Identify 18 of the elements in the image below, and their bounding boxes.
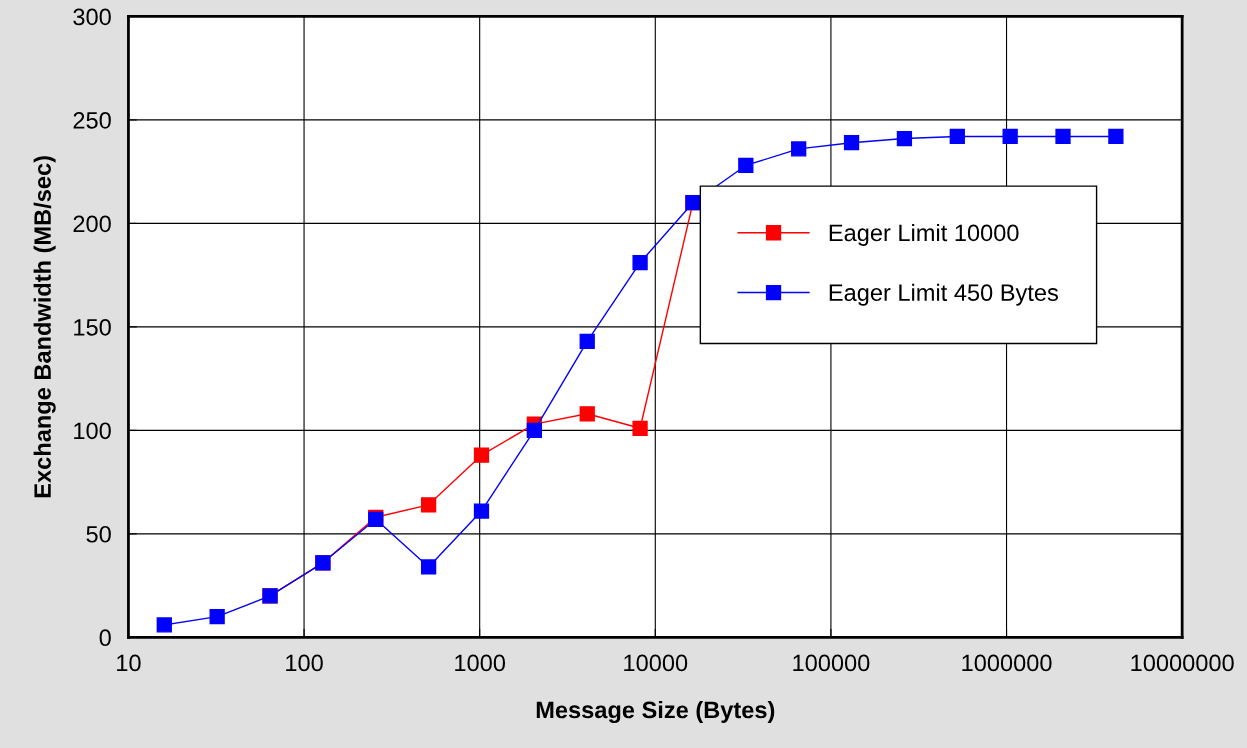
x-tick-label: 100000: [793, 654, 870, 672]
legend-label: Eager Limit 10000: [829, 223, 1019, 246]
y-tick-label: 100: [74, 422, 111, 440]
y-tick-label: 0: [99, 629, 111, 647]
x-tick-label: 10000000: [1131, 654, 1234, 672]
x-tick-label: 10000: [624, 654, 688, 672]
y-tick-label: 150: [74, 318, 111, 336]
y-tick-label: 200: [73, 215, 111, 233]
y-tick-label: 300: [73, 8, 111, 26]
x-axis-title: Message Size (Bytes): [536, 700, 775, 724]
legend-label: Eager Limit 450 Bytes: [829, 283, 1058, 306]
y-tick-label: 50: [86, 525, 111, 543]
y-tick-label: 250: [73, 112, 111, 129]
x-tick-label: 10: [117, 654, 141, 672]
x-tick-label: 1000: [455, 654, 506, 672]
y-axis-title: Exchange Bandwidth (MB/sec): [33, 156, 56, 498]
x-tick-label: 1000000: [962, 654, 1052, 672]
x-tick-label: 100: [286, 654, 323, 672]
